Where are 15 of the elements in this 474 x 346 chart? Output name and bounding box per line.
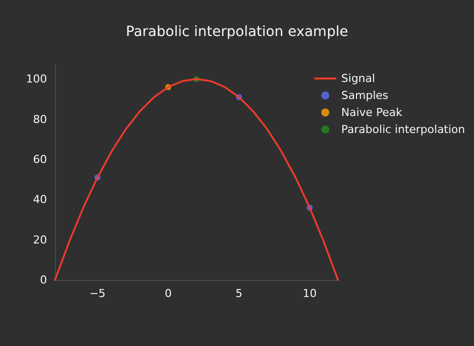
- y-tick-label: 100: [26, 72, 47, 86]
- x-tick-label: 0: [164, 287, 172, 300]
- legend-label: Samples: [341, 89, 389, 102]
- x-tick-label: 5: [235, 287, 242, 300]
- y-tick-label: 20: [33, 233, 47, 246]
- x-tick-label: 10: [302, 287, 317, 300]
- x-tick-label: −5: [89, 287, 106, 300]
- y-tick-label: 0: [40, 274, 47, 286]
- y-tick-label: 80: [33, 112, 47, 126]
- y-tick-label: 60: [33, 152, 47, 166]
- y-tick-label: 40: [33, 193, 47, 206]
- legend-label: Signal: [341, 72, 376, 85]
- chart-title: Parabolic interpolation example: [126, 24, 348, 40]
- legend-label: Parabolic interpolation: [341, 123, 466, 136]
- legend-label: Naive Peak: [341, 106, 403, 119]
